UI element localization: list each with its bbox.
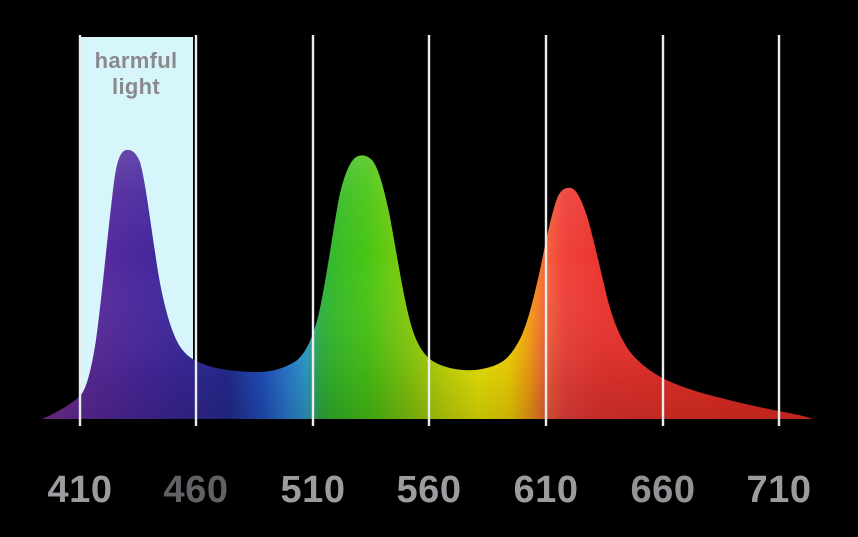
harmful-light-label-line2: light (112, 74, 160, 99)
x-tick-510: 510 (281, 469, 346, 511)
spectrum-curve-shading (42, 149, 813, 419)
gridlines (78, 35, 781, 426)
x-tick-610: 610 (514, 469, 579, 511)
harmful-light-label-line1: harmful (95, 48, 178, 73)
x-tick-560: 560 (397, 469, 462, 511)
harmful-light-label: harmful light (95, 48, 178, 99)
x-tick-660: 660 (631, 469, 696, 511)
x-tick-710: 710 (747, 469, 812, 511)
x-tick-410: 410 (48, 469, 113, 511)
x-tick-460: 460 (164, 469, 229, 511)
x-axis-labels: 410 460 510 560 610 660 710 (48, 469, 812, 511)
